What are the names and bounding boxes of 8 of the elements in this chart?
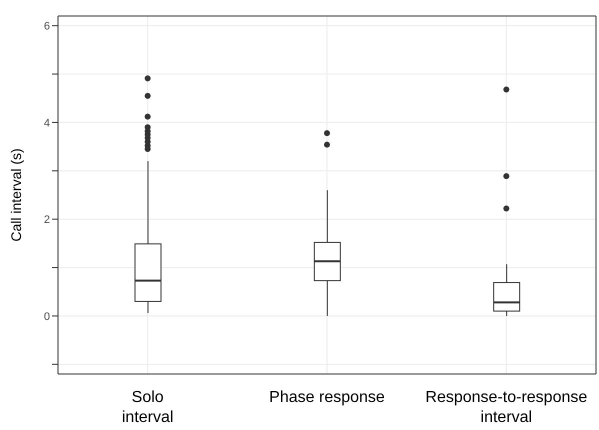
y-tick-label: 4 [44, 117, 50, 130]
x-tick-label: Phase response [269, 389, 385, 406]
x-tick-label: Response-to-response interval [425, 389, 588, 426]
y-tick-label: 6 [44, 20, 50, 33]
y-axis-title: Call interval (s) [8, 148, 24, 242]
y-tick-label: 0 [44, 310, 50, 323]
y-tick-label: 2 [44, 214, 50, 226]
x-tick-label: Solo interval [122, 389, 174, 426]
